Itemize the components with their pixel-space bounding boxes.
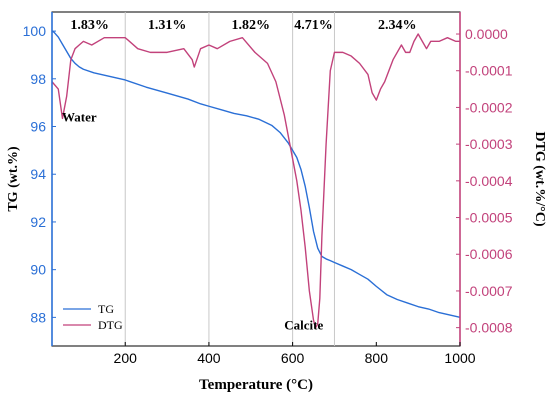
- y-right-axis-label: DTG (wt.%/°C): [532, 131, 547, 226]
- y-left-tick-label: 96: [30, 119, 46, 135]
- y-left-tick-label: 92: [30, 214, 46, 230]
- x-tick-label: 1000: [444, 350, 475, 366]
- x-tick-label: 400: [197, 350, 221, 366]
- legend-tg-label: TG: [98, 302, 114, 316]
- y-left-tick-label: 90: [30, 262, 46, 278]
- plot-frame: [51, 11, 461, 347]
- y-left-axis-label: TG (wt.%): [6, 146, 21, 212]
- y-left-tick-label: 88: [30, 309, 46, 325]
- y-right-tick-label: -0.0003: [465, 136, 513, 152]
- y-right-tick-label: -0.0006: [465, 246, 513, 262]
- x-axis-ticks: 200 400 600 800 1000: [114, 342, 476, 366]
- annotations: Water Calcite: [62, 110, 323, 333]
- annotation-water: Water: [62, 110, 97, 125]
- dtg-line: [51, 33, 460, 329]
- y-left-tick-label: 98: [30, 71, 46, 87]
- mass-loss-label: 2.34%: [378, 18, 417, 33]
- mass-loss-label: 1.82%: [232, 18, 271, 33]
- y-left-tick-label: 100: [23, 23, 47, 39]
- y-right-tick-label: -0.0007: [465, 283, 513, 299]
- mass-loss-label: 1.31%: [148, 18, 187, 33]
- axes: [51, 12, 461, 346]
- y-right-axis-ticks: 0.0000 -0.0001 -0.0002 -0.0003 -0.0004 -0.000…: [456, 26, 513, 336]
- y-left-axis-ticks: 88 90 92 94 96 98 100: [23, 23, 56, 325]
- y-right-tick-label: -0.0005: [465, 210, 513, 226]
- y-right-tick-label: -0.0004: [465, 173, 513, 189]
- legend: TG DTG: [63, 302, 123, 332]
- divider-lines: [124, 12, 335, 346]
- mass-loss-label: 4.71%: [294, 18, 333, 33]
- y-right-tick-label: -0.0002: [465, 99, 513, 115]
- y-left-tick-label: 94: [30, 166, 46, 182]
- y-right-tick-label: 0.0000: [465, 26, 508, 42]
- tg-line: [51, 30, 461, 319]
- y-right-tick-label: -0.0001: [465, 63, 513, 79]
- legend-dtg-label: DTG: [98, 318, 123, 332]
- x-axis-label: Temperature (°C): [199, 377, 313, 393]
- x-tick-label: 200: [114, 350, 138, 366]
- tg-series: [51, 30, 461, 319]
- x-tick-label: 600: [281, 350, 305, 366]
- mass-loss-labels: 1.83% 1.31% 1.82% 4.71% 2.34%: [70, 18, 416, 33]
- dtg-series: [51, 33, 460, 329]
- mass-loss-label: 1.83%: [70, 18, 109, 33]
- x-tick-label: 800: [365, 350, 389, 366]
- annotation-calcite: Calcite: [284, 317, 323, 332]
- y-right-tick-label: -0.0008: [465, 320, 513, 336]
